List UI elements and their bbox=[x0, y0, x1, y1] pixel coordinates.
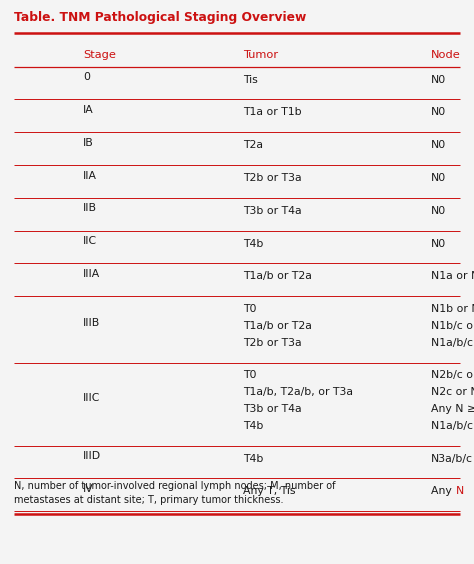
Text: IB: IB bbox=[83, 138, 94, 148]
Text: T1a/b or T2a: T1a/b or T2a bbox=[243, 321, 312, 331]
Text: IIIB: IIIB bbox=[83, 319, 100, 328]
Text: N0: N0 bbox=[430, 140, 446, 150]
Text: N0: N0 bbox=[430, 108, 446, 117]
Text: T2b or T3a: T2b or T3a bbox=[243, 173, 301, 183]
Text: N3a/b/c: N3a/b/c bbox=[430, 453, 473, 464]
Text: IIIA: IIIA bbox=[83, 269, 100, 279]
Text: T0: T0 bbox=[243, 371, 256, 381]
Text: Any N ≥N1: Any N ≥N1 bbox=[430, 404, 474, 414]
Text: N0: N0 bbox=[430, 239, 446, 249]
Text: IIB: IIB bbox=[83, 203, 97, 213]
Text: T3b or T4a: T3b or T4a bbox=[243, 404, 301, 414]
Text: IIID: IIID bbox=[83, 451, 101, 461]
Text: N2c or N3a/b/c: N2c or N3a/b/c bbox=[430, 387, 474, 397]
Text: 0: 0 bbox=[83, 72, 91, 82]
Text: Table. TNM Pathological Staging Overview: Table. TNM Pathological Staging Overview bbox=[14, 11, 306, 24]
Text: Any T, Tis: Any T, Tis bbox=[243, 486, 296, 496]
Text: Tumor: Tumor bbox=[243, 50, 278, 60]
Text: IV: IV bbox=[83, 484, 94, 494]
Text: N2b/c or N3b/c: N2b/c or N3b/c bbox=[430, 371, 474, 381]
Text: T1a/b or T2a: T1a/b or T2a bbox=[243, 271, 312, 281]
Text: T0: T0 bbox=[243, 304, 256, 314]
Text: IIA: IIA bbox=[83, 170, 97, 180]
Text: N1a or N2a: N1a or N2a bbox=[430, 271, 474, 281]
Text: Stage: Stage bbox=[83, 50, 116, 60]
Text: IA: IA bbox=[83, 105, 94, 115]
Text: T4b: T4b bbox=[243, 239, 264, 249]
Text: IIC: IIC bbox=[83, 236, 98, 246]
Text: Tis: Tis bbox=[243, 74, 258, 85]
Text: N1b or N1c: N1b or N1c bbox=[430, 304, 474, 314]
Text: T2b or T3a: T2b or T3a bbox=[243, 338, 301, 348]
Text: Any: Any bbox=[430, 486, 455, 496]
Text: T3b or T4a: T3b or T4a bbox=[243, 206, 301, 216]
Text: T1a/b, T2a/b, or T3a: T1a/b, T2a/b, or T3a bbox=[243, 387, 353, 397]
Text: metastases at distant site; T, primary tumor thickness.: metastases at distant site; T, primary t… bbox=[14, 495, 283, 505]
Text: T4b: T4b bbox=[243, 421, 264, 431]
Text: N0: N0 bbox=[430, 74, 446, 85]
Text: T1a or T1b: T1a or T1b bbox=[243, 108, 301, 117]
Text: IIIC: IIIC bbox=[83, 393, 100, 403]
Text: N: N bbox=[456, 486, 464, 496]
Text: Node: Node bbox=[430, 50, 460, 60]
Text: N, number of tumor-involved regional lymph nodes; M, number of: N, number of tumor-involved regional lym… bbox=[14, 481, 336, 491]
Text: T2a: T2a bbox=[243, 140, 263, 150]
Text: N1a/b/c or N2a/b/c: N1a/b/c or N2a/b/c bbox=[430, 421, 474, 431]
Text: N1b/c or N2b: N1b/c or N2b bbox=[430, 321, 474, 331]
Text: N1a/b/c or N2a/b: N1a/b/c or N2a/b bbox=[430, 338, 474, 348]
Text: N0: N0 bbox=[430, 173, 446, 183]
Text: N0: N0 bbox=[430, 206, 446, 216]
Text: T4b: T4b bbox=[243, 453, 264, 464]
